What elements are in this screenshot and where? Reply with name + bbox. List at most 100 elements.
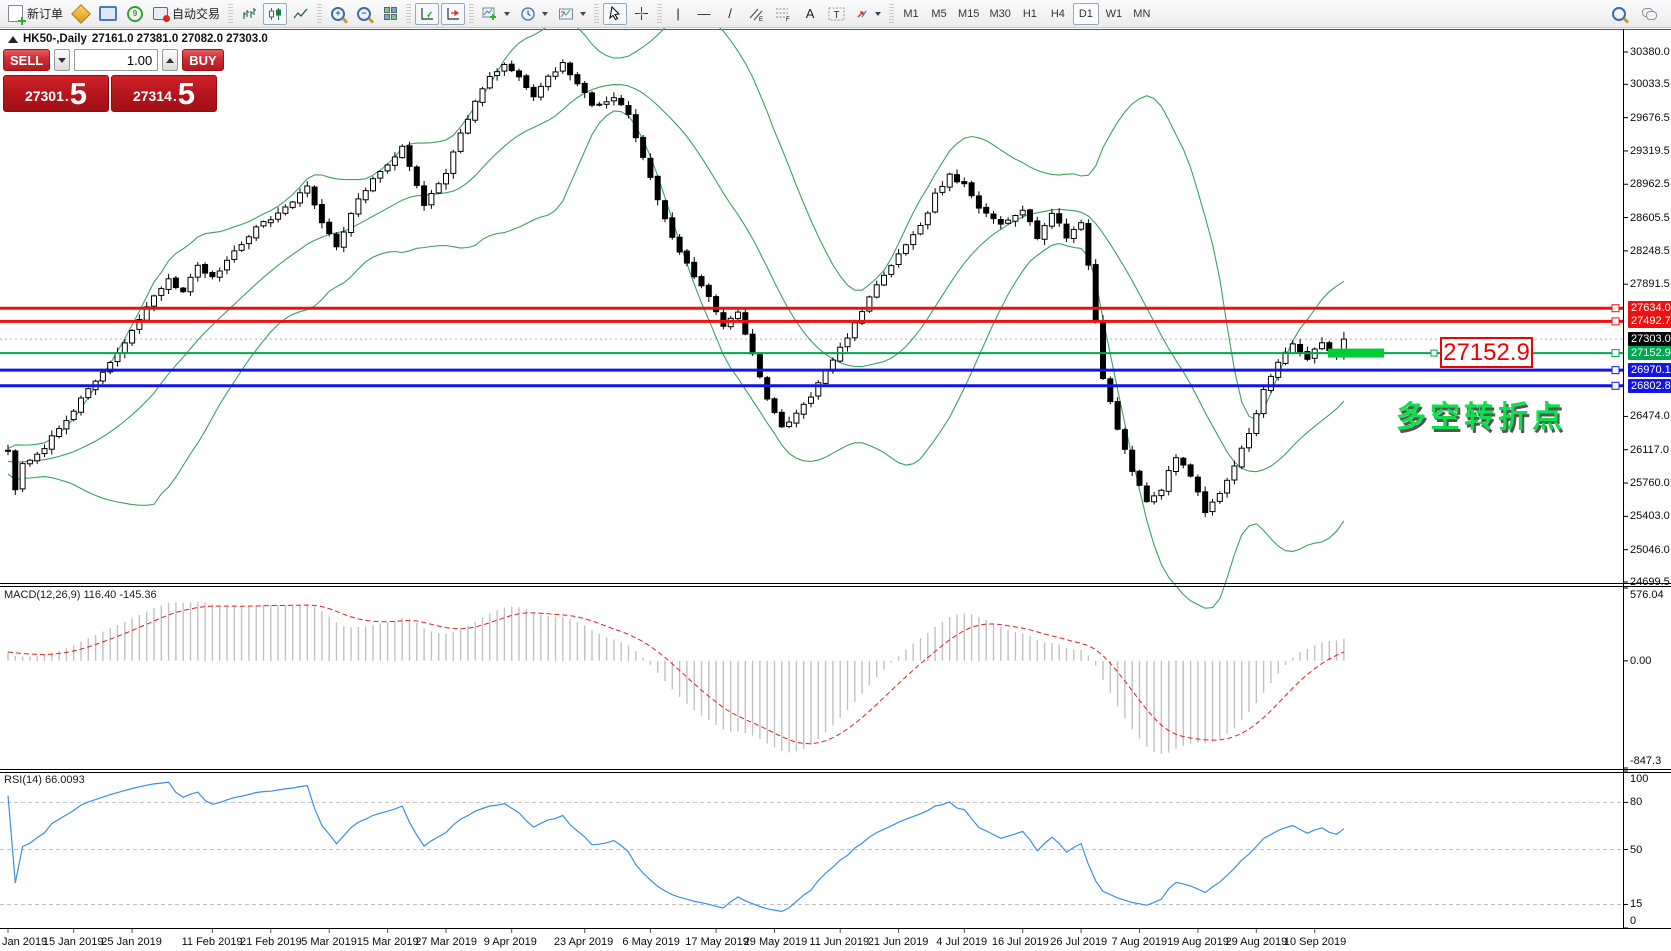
toolbar-grip: [317, 3, 323, 24]
level-anchor-marker: [1611, 381, 1620, 390]
svg-text:T: T: [834, 10, 840, 21]
date-tick-label: 29 May 2019: [743, 936, 808, 948]
level-anchor-marker: [1611, 304, 1620, 313]
timeframe-h4[interactable]: H4: [1045, 3, 1071, 25]
trendline-button[interactable]: /: [718, 3, 742, 25]
date-tick-label: 15 Mar 2019: [356, 936, 419, 948]
price-line-label: 27492.7: [1628, 314, 1671, 329]
svg-text:F: F: [786, 17, 790, 22]
candlestick-chart-button[interactable]: [263, 2, 288, 25]
auto-scroll-icon: [421, 7, 434, 20]
zoom-in-button[interactable]: +: [326, 3, 350, 25]
cursor-button[interactable]: [603, 2, 628, 25]
timeframe-m30[interactable]: M30: [985, 3, 1014, 25]
turning-point-annotation[interactable]: 多空转折点: [1396, 401, 1566, 434]
signals-button[interactable]: 9: [123, 3, 147, 25]
price-callout-box[interactable]: 27152.9: [1440, 337, 1533, 368]
zoom-out-button[interactable]: −: [352, 3, 376, 25]
price-line-label: 26970.1: [1628, 363, 1671, 378]
indicators-button[interactable]: [478, 3, 514, 25]
price-tick-label: 29676.5: [1630, 111, 1670, 124]
ohlc-values: 27161.0 27381.0 27082.0 27303.0: [91, 33, 268, 45]
one-click-trading-panel: SELL BUY 27301 . 5 27314 . 5: [3, 49, 224, 112]
price-tick-label: 28248.5: [1630, 244, 1670, 257]
date-tick-label: 29 Aug 2019: [1225, 936, 1288, 948]
arrows-button[interactable]: [851, 3, 885, 25]
timeframe-h1[interactable]: H1: [1017, 3, 1043, 25]
metaeditor-button[interactable]: [69, 3, 93, 25]
price-tick-label: 26117.0: [1630, 443, 1669, 456]
text-label-icon: T: [828, 7, 845, 21]
timeframe-m5[interactable]: M5: [926, 3, 952, 25]
timeframe-d1[interactable]: D1: [1072, 2, 1099, 25]
chart-shift-button[interactable]: [441, 2, 466, 25]
line-chart-icon: [293, 8, 308, 18]
buy-price-dec: 5: [177, 76, 196, 111]
symbol-period-label: HK50-,Daily: [23, 33, 87, 45]
market-watch-button[interactable]: [95, 3, 121, 25]
vertical-line-button[interactable]: |: [666, 3, 690, 25]
level-anchor-marker: [1611, 317, 1620, 326]
macd-tick-label: -847.3: [1630, 755, 1662, 767]
search-button[interactable]: [1607, 3, 1631, 25]
market-watch-icon: [99, 6, 118, 21]
toolbar-grip: [228, 3, 234, 24]
text-label-button[interactable]: T: [824, 3, 849, 25]
buy-button[interactable]: BUY: [182, 49, 224, 71]
dropdown-arrow-icon: [580, 11, 587, 16]
sell-price[interactable]: 27301 . 5: [3, 75, 109, 112]
timeframe-w1[interactable]: W1: [1101, 3, 1127, 25]
price-tick-label: 28605.5: [1630, 211, 1670, 224]
date-tick-label: 27 Mar 2019: [415, 936, 477, 948]
price-tick-label: 25403.0: [1630, 510, 1670, 523]
timeframe-mn[interactable]: MN: [1129, 3, 1155, 25]
volume-decrease-button[interactable]: [54, 49, 71, 71]
candles: [5, 59, 1347, 518]
toolbar: 新订单 9 自动交易 + −: [0, 0, 1671, 28]
volume-increase-button[interactable]: [162, 49, 179, 71]
bar-chart-button[interactable]: [237, 3, 261, 25]
price-tick-label: 25046.0: [1630, 543, 1670, 556]
date-tick-label: 11 Feb 2019: [181, 936, 243, 948]
fibonacci-button[interactable]: F: [771, 3, 796, 25]
chat-button[interactable]: [1637, 3, 1661, 25]
signals-icon: 9: [127, 5, 144, 22]
dropdown-arrow-icon: [542, 11, 549, 16]
bollinger-middle-band: [7, 84, 1345, 473]
text-button[interactable]: A: [798, 3, 822, 25]
level-highlight-segment[interactable]: [1328, 348, 1384, 358]
price-tick-label: 30380.0: [1630, 46, 1670, 58]
price-tick-label: 24699.5: [1630, 576, 1670, 588]
date-tick-label: 11 Jun 2019: [809, 936, 870, 948]
crosshair-button[interactable]: [629, 3, 653, 25]
price-tick-label: 27891.5: [1630, 278, 1670, 291]
sell-button[interactable]: SELL: [3, 49, 51, 71]
new-order-button[interactable]: 新订单: [4, 3, 67, 25]
periods-button[interactable]: [516, 3, 552, 25]
toolbar-grip: [469, 3, 475, 24]
bollinger-lower-band: [7, 110, 1345, 609]
auto-trading-label: 自动交易: [172, 7, 221, 21]
text-icon: A: [805, 6, 815, 21]
timeframe-m15[interactable]: M15: [954, 3, 983, 25]
macd-histogram: [7, 601, 1345, 754]
templates-button[interactable]: [554, 3, 590, 25]
auto-trading-icon: [153, 7, 171, 22]
sell-price-int: 27301: [24, 88, 64, 104]
toolbar-grip: [889, 3, 895, 24]
equidistant-channel-button[interactable]: E: [744, 3, 769, 25]
buy-price-int: 27314: [132, 88, 172, 104]
line-chart-button[interactable]: [289, 3, 313, 25]
auto-scroll-button[interactable]: [415, 2, 440, 25]
horizontal-line-button[interactable]: —: [692, 3, 716, 25]
tile-windows-button[interactable]: [378, 3, 402, 25]
date-tick-label: 19 Aug 2019: [1167, 936, 1229, 948]
rsi-label: RSI(14) 66.0093: [4, 774, 85, 786]
timeframe-m1[interactable]: M1: [898, 3, 924, 25]
date-tick-label: 10 Sep 2019: [1283, 936, 1347, 948]
buy-price[interactable]: 27314 . 5: [111, 75, 217, 112]
zoom-out-icon: −: [357, 6, 372, 21]
auto-trading-button[interactable]: 自动交易: [149, 3, 224, 25]
volume-input[interactable]: [74, 49, 159, 71]
